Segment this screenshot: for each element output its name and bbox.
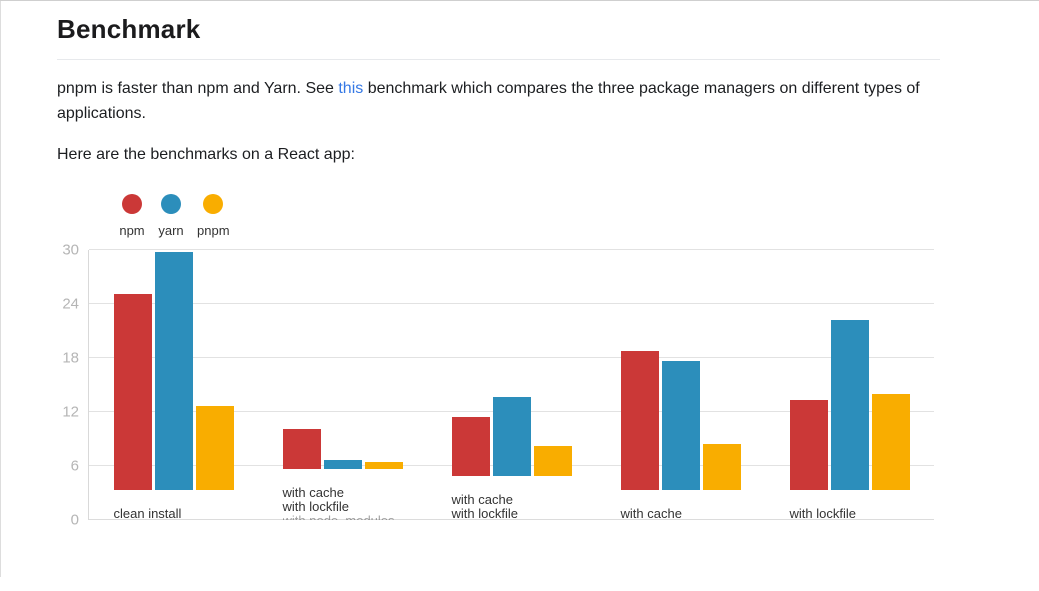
category-label-line: clean install	[113, 506, 182, 521]
bar-group-slot: with lockfile	[765, 250, 934, 520]
category-label-line: with lockfile	[789, 506, 856, 521]
gridline-24	[89, 303, 934, 304]
bar-yarn	[323, 460, 362, 469]
y-tick-24: 24	[62, 295, 79, 313]
bar-yarn	[830, 319, 869, 490]
page-title: Benchmark	[57, 14, 940, 60]
bar-row	[113, 250, 234, 490]
bar-group: clean install	[113, 250, 234, 520]
legend-item-npm: npm	[119, 194, 145, 238]
bar-npm	[789, 400, 828, 490]
bar-npm	[451, 416, 490, 476]
category-label-line: with cache	[620, 506, 682, 521]
y-tick-30: 30	[62, 241, 79, 259]
chart-plot: clean install with cache with lockfile with…	[88, 249, 934, 520]
category-label: with cache with lockfile	[452, 493, 572, 520]
bar-group-slot: with cache with lockfile	[427, 250, 596, 520]
gridline-30	[89, 249, 934, 250]
doc-content: Benchmark pnpm is faster than npm and Ya…	[0, 1, 940, 528]
bar-group: with cache	[620, 250, 741, 520]
category-label: clean install	[114, 507, 234, 520]
bar-row	[620, 250, 741, 490]
legend-item-yarn: yarn	[158, 194, 184, 238]
category-label-line: with cache	[282, 485, 344, 500]
category-label-line: with lockfile	[282, 499, 349, 514]
y-tick-12: 12	[62, 403, 79, 421]
bar-group-slot: clean install	[89, 250, 258, 520]
chart-body: 0 6 12 18 24 30 clean install with cache with l…	[57, 243, 940, 528]
y-tick-6: 6	[70, 457, 79, 475]
bar-npm	[282, 428, 321, 469]
chart-groups: clean install with cache with lockfile with…	[89, 250, 934, 520]
y-tick-0: 0	[70, 511, 79, 529]
bar-pnpm	[364, 462, 403, 469]
bar-yarn	[154, 252, 193, 490]
category-label: with lockfile	[790, 507, 910, 520]
chart-legend: npm yarn pnpm	[119, 194, 940, 238]
y-tick-18: 18	[62, 349, 79, 367]
gridline-0	[89, 519, 934, 520]
legend-dot-pnpm-icon	[203, 194, 224, 214]
bar-row	[789, 250, 910, 490]
y-axis: 0 6 12 18 24 30	[57, 243, 88, 528]
legend-dot-yarn-icon	[161, 194, 181, 214]
benchmark-chart: npm yarn pnpm 0 6 12 18 24 30 clean install with…	[57, 194, 940, 528]
bar-pnpm	[533, 445, 572, 476]
bar-group-slot: with cache	[596, 250, 765, 520]
gridline-18	[89, 357, 934, 358]
legend-label-npm: npm	[119, 223, 145, 238]
intro-paragraph: pnpm is faster than npm and Yarn. See th…	[57, 76, 932, 126]
category-label-line: with cache	[451, 492, 513, 507]
bar-row	[451, 250, 572, 476]
category-label-line: with lockfile	[451, 506, 518, 521]
bar-yarn	[492, 396, 531, 476]
legend-label-pnpm: pnpm	[197, 223, 230, 238]
bar-pnpm	[195, 406, 234, 490]
intro-text-after: benchmark which compares the three packa…	[57, 80, 920, 122]
benchmark-link[interactable]: this	[338, 80, 364, 97]
legend-label-yarn: yarn	[158, 223, 184, 238]
bar-group: with lockfile	[789, 250, 910, 520]
category-label-line-clipped: with node_modules	[283, 514, 403, 520]
bar-pnpm	[871, 394, 910, 490]
bar-row	[282, 250, 403, 469]
category-label: with cache	[621, 507, 741, 520]
legend-dot-npm-icon	[122, 194, 142, 214]
bar-yarn	[661, 361, 700, 490]
react-benchmark-intro: Here are the benchmarks on a React app:	[57, 146, 355, 163]
legend-item-pnpm: pnpm	[197, 194, 230, 238]
bar-npm	[620, 350, 659, 490]
bar-pnpm	[702, 443, 741, 490]
bar-group: with cache with lockfile	[451, 250, 572, 520]
intro-text-before: pnpm is faster than npm and Yarn. See	[57, 80, 339, 97]
bar-npm	[113, 294, 152, 490]
